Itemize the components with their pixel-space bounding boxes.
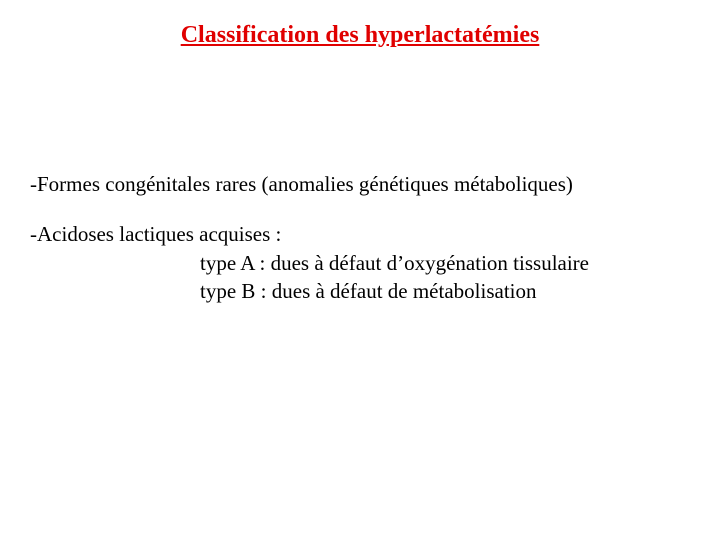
acquired-line-intro: -Acidoses lactiques acquises : [30, 222, 281, 246]
title-container: Classification des hyperlactatémies [0, 22, 720, 49]
acquired-type-b: type B : dues à défaut de métabolisation [30, 279, 537, 303]
slide-title: Classification des hyperlactatémies [181, 22, 540, 48]
acquired-type-a: type A : dues à défaut d’oxygénation tis… [30, 251, 589, 275]
slide: Classification des hyperlactatémies -For… [0, 0, 720, 540]
paragraph-congenital-forms: -Formes congénitales rares (anomalies gé… [30, 170, 690, 198]
paragraph-acquired-acidoses: -Acidoses lactiques acquises : type A : … [30, 220, 690, 305]
body-text: -Formes congénitales rares (anomalies gé… [30, 170, 690, 327]
